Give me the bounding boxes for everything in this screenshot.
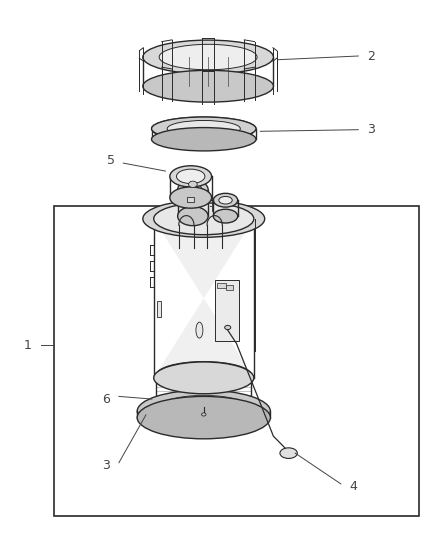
- Ellipse shape: [170, 166, 212, 187]
- Ellipse shape: [156, 362, 251, 389]
- Text: 6: 6: [102, 393, 110, 406]
- Ellipse shape: [143, 40, 273, 74]
- Ellipse shape: [143, 70, 273, 102]
- Bar: [226, 285, 233, 290]
- Ellipse shape: [219, 197, 232, 204]
- Ellipse shape: [156, 393, 251, 421]
- Ellipse shape: [280, 448, 297, 458]
- Ellipse shape: [137, 390, 270, 432]
- Ellipse shape: [188, 181, 197, 188]
- Ellipse shape: [213, 209, 238, 223]
- Ellipse shape: [154, 203, 254, 235]
- Ellipse shape: [154, 395, 254, 427]
- Polygon shape: [152, 117, 256, 139]
- Ellipse shape: [178, 180, 208, 199]
- Ellipse shape: [159, 44, 257, 70]
- Text: 5: 5: [106, 154, 115, 167]
- Ellipse shape: [170, 187, 212, 208]
- Ellipse shape: [167, 120, 240, 137]
- Text: 4: 4: [350, 480, 357, 493]
- Polygon shape: [213, 193, 238, 216]
- Ellipse shape: [152, 127, 256, 151]
- Ellipse shape: [225, 325, 231, 329]
- Ellipse shape: [178, 207, 208, 225]
- Text: 3: 3: [102, 459, 110, 472]
- Ellipse shape: [154, 362, 254, 394]
- Text: 1: 1: [24, 338, 32, 352]
- Ellipse shape: [213, 193, 238, 207]
- Polygon shape: [178, 180, 208, 216]
- Ellipse shape: [201, 413, 206, 416]
- Ellipse shape: [184, 184, 202, 195]
- Ellipse shape: [143, 200, 265, 237]
- Bar: [215, 280, 239, 341]
- Ellipse shape: [196, 322, 203, 338]
- Ellipse shape: [177, 169, 205, 183]
- Text: 2: 2: [367, 50, 375, 62]
- Bar: [217, 284, 226, 288]
- Bar: [157, 301, 161, 317]
- Polygon shape: [170, 166, 212, 198]
- Polygon shape: [137, 390, 270, 418]
- Polygon shape: [143, 40, 273, 86]
- Polygon shape: [154, 203, 254, 378]
- Bar: [53, 206, 419, 516]
- Ellipse shape: [152, 117, 256, 140]
- Ellipse shape: [137, 397, 270, 439]
- Text: 3: 3: [367, 123, 375, 136]
- Bar: [187, 197, 194, 202]
